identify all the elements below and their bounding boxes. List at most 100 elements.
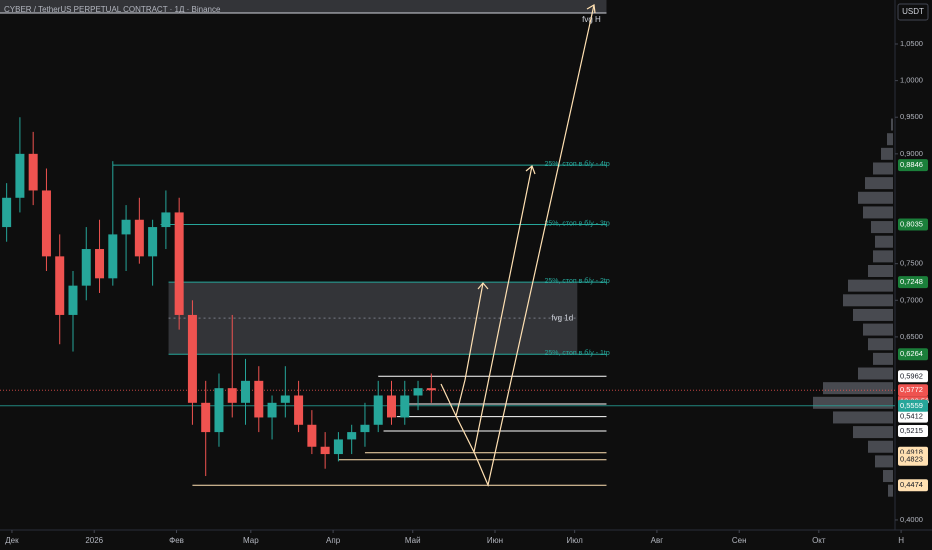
volume-profile-bar (863, 206, 893, 219)
y-tick-label: 0,7500 (900, 259, 923, 268)
x-tick-label: Авг (651, 536, 664, 545)
volume-profile-bar (833, 411, 893, 424)
level-tag-label: 0,4918 (900, 448, 923, 457)
volume-profile-bar (863, 323, 893, 336)
projection-path (440, 282, 484, 418)
x-tick-label: Сен (732, 536, 747, 545)
price-tag (898, 384, 928, 397)
candle-body (227, 388, 237, 403)
volume-profile-bar (848, 279, 893, 292)
chart-title: CYBER / TetherUS PERPETUAL CONTRACT · 1Д… (4, 5, 221, 14)
level-note: 25%, стоп в б/у - 2tp (544, 277, 609, 285)
level-tag (898, 425, 928, 438)
zone-label: fvg H (582, 15, 601, 24)
candle-body (41, 190, 51, 257)
candle-body (386, 395, 396, 418)
x-tick-label: Окт (812, 536, 826, 545)
level-tag (898, 370, 928, 383)
candle-body (280, 395, 290, 403)
plot: fvg H fvg 1d 25%, стоп в б/у - 4tp 25%, сто… (0, 0, 895, 497)
volume-profile-bar (875, 235, 893, 248)
arrowhead (477, 282, 489, 290)
x-tick-label: Июл (567, 536, 584, 545)
volume-profile-bar (868, 265, 893, 278)
volume-profile-bar (853, 308, 893, 321)
level-tag-label: 0,5412 (900, 412, 923, 421)
candle-body (68, 285, 78, 315)
level-note: 25%, стоп в б/у - 3tp (544, 219, 609, 227)
candle-body (241, 380, 251, 403)
candle-body (15, 153, 25, 198)
candle-body (307, 424, 317, 447)
y-tick-label: 0,9000 (900, 149, 923, 158)
x-tick-label: 2026 (85, 536, 103, 545)
x-tick-label: Июн (487, 536, 503, 545)
x-tick-label: Мар (243, 536, 259, 545)
level-tag-label: 0,6264 (900, 349, 923, 358)
level-tag-label: 0,8846 (900, 160, 923, 169)
candle-body (294, 395, 304, 425)
volume-profile-bar (813, 396, 893, 409)
candle-body (121, 219, 131, 235)
zone-label: fvg 1d (551, 313, 573, 322)
volume-profile-bar (865, 177, 893, 190)
level-tag-label: 0,4474 (900, 480, 923, 489)
candle-body (2, 197, 12, 228)
candle-body (81, 249, 91, 286)
level-tag (898, 159, 928, 172)
volume-profile-bar (868, 440, 893, 453)
candle-body (108, 234, 118, 279)
volume-profile-bar (853, 426, 893, 439)
level-tag-label: 0,5962 (900, 371, 923, 380)
volume-profile-bar (873, 162, 893, 175)
candle-body (267, 402, 277, 418)
level-tag (898, 348, 928, 361)
price-tag (898, 399, 928, 412)
candle-body (148, 227, 158, 257)
price-tag-label: 0,5559 (900, 401, 923, 410)
y-tick-label: 1,0500 (900, 39, 923, 48)
level-tag (898, 479, 928, 492)
volume-profile-bar (888, 484, 893, 497)
volume-profile-bar (873, 352, 893, 365)
level-tag (898, 276, 928, 289)
candle-body (426, 388, 436, 391)
y-tick-label: 0,7000 (900, 295, 923, 304)
volume-profile-bar (881, 147, 893, 160)
level-tag-label: 0,5215 (900, 426, 923, 435)
volume-profile-bar (891, 118, 893, 131)
candle-body (347, 432, 357, 440)
volume-profile-bar (843, 294, 893, 307)
candle-body (413, 388, 423, 396)
volume-profile-bar (887, 133, 893, 146)
x-tick-label: Дек (5, 536, 19, 545)
volume-profile-bar (883, 470, 893, 483)
candle-body (373, 395, 383, 425)
candle-body (187, 314, 197, 403)
candle-body (95, 249, 105, 279)
projection-arrows (440, 4, 596, 487)
candle-body (254, 380, 264, 418)
volume-profile-bar (873, 250, 893, 263)
volume-profile-bar (823, 382, 893, 395)
fvg-zone (0, 0, 607, 14)
volume-profile-bar (858, 191, 893, 204)
level-tag-label: 0,7248 (900, 277, 923, 286)
candle-body (360, 424, 370, 433)
y-tick-label: 0,9500 (900, 112, 923, 121)
level-tag (898, 218, 928, 231)
candle-body (201, 402, 211, 433)
currency[interactable]: USDT (902, 7, 924, 16)
candle-body (174, 212, 184, 315)
x-tick-label: Апр (326, 536, 341, 545)
volume-profile-bar (871, 221, 893, 234)
level-note: 25%, стоп в б/у - 4tp (544, 160, 609, 168)
level-note: 25%, стоп в б/у - 1tp (544, 349, 609, 357)
candle-body (333, 439, 343, 455)
currency-box[interactable] (897, 3, 929, 21)
y-tick-label: 1,0000 (900, 76, 923, 85)
candle-body (320, 446, 330, 455)
candle-body (161, 212, 171, 228)
projection-path (473, 4, 595, 487)
